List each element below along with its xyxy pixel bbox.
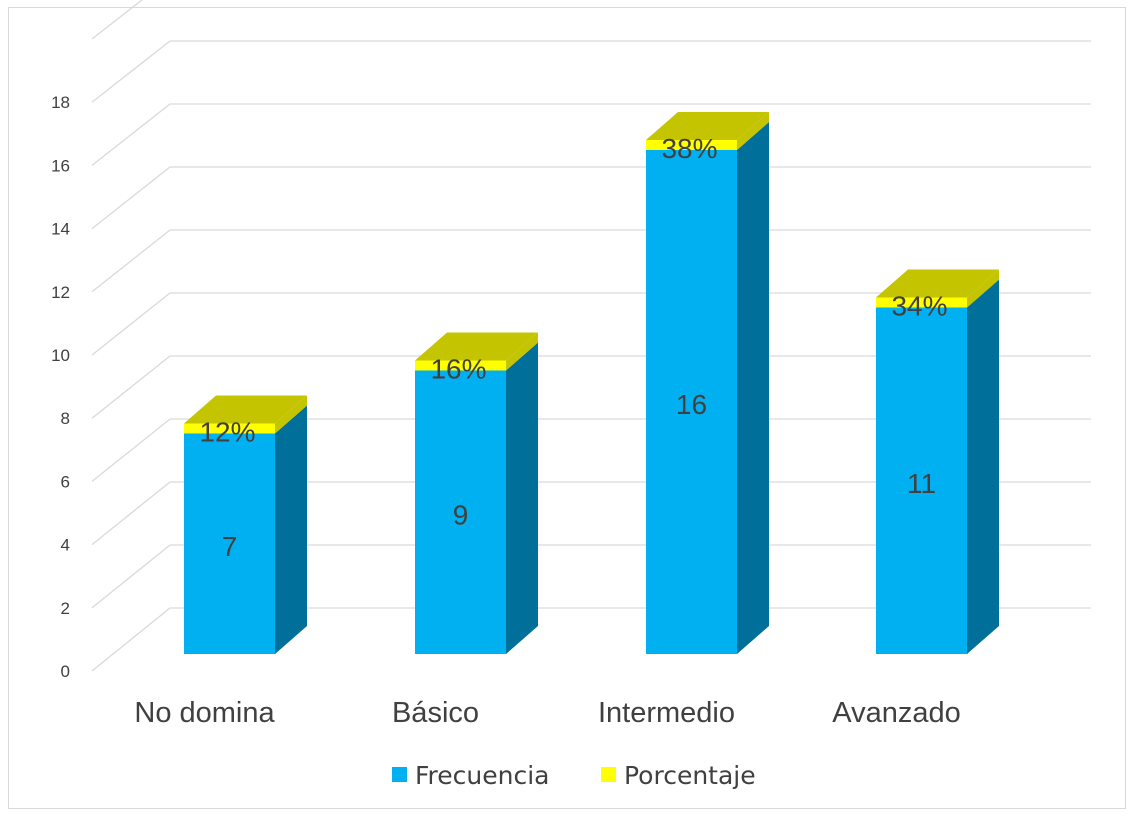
bar-porcentaje-side	[275, 395, 307, 434]
y-tick-label: 4	[61, 536, 70, 555]
bar-porcentaje-side	[967, 269, 999, 308]
legend-swatch-porcentaje	[601, 767, 616, 782]
legend-label-porcentaje: Porcentaje	[624, 761, 756, 790]
x-axis: No domina Básico Intermedio Avanzado	[134, 697, 960, 729]
y-tick-label: 18	[51, 93, 70, 112]
y-tick-label: 10	[51, 346, 70, 365]
y-tick-label: 6	[61, 472, 70, 491]
bar-frecuencia	[876, 307, 967, 654]
data-label-frecuencia: 16	[676, 389, 707, 420]
y-tick-label: 16	[51, 156, 70, 175]
x-tick-label: No domina	[134, 697, 275, 729]
x-tick-label: Básico	[392, 697, 479, 729]
bar-frecuencia	[415, 370, 506, 654]
bar-group: 16 38%	[646, 112, 769, 654]
data-label-porcentaje: 34%	[891, 291, 947, 322]
bar-porcentaje-top	[415, 332, 538, 361]
bar-porcentaje	[646, 140, 737, 150]
gridline-side	[91, 292, 171, 356]
bar-group: 11 34%	[876, 269, 999, 654]
y-tick-label: 14	[51, 220, 70, 239]
gridline-side	[91, 481, 171, 546]
gridline-side	[91, 103, 171, 166]
bar-porcentaje-top	[184, 395, 307, 424]
bar-frecuencia-side	[967, 279, 999, 654]
bar-porcentaje-top	[646, 112, 769, 140]
gridline-side	[91, 355, 171, 419]
gridline-side	[91, 607, 171, 672]
bar-porcentaje-side	[506, 332, 538, 371]
gridline-side	[91, 544, 171, 609]
bar-porcentaje-top	[876, 269, 999, 298]
bar-porcentaje	[184, 423, 275, 434]
gridline-side	[91, 229, 171, 293]
data-label-porcentaje: 16%	[430, 354, 486, 385]
legend: Frecuencia Porcentaje	[392, 761, 756, 790]
x-tick-label: Intermedio	[598, 697, 735, 729]
data-label-frecuencia: 9	[453, 499, 469, 530]
legend-label-frecuencia: Frecuencia	[415, 761, 550, 790]
gridline-side	[91, 0, 143, 40]
y-tick-label: 12	[51, 283, 70, 302]
data-label-porcentaje: 12%	[199, 417, 255, 448]
bar-porcentaje	[876, 297, 967, 308]
y-tick-label: 8	[61, 409, 70, 428]
bar-frecuencia	[184, 433, 275, 654]
bar-porcentaje	[415, 360, 506, 371]
legend-swatch-frecuencia	[392, 767, 407, 782]
data-label-porcentaje: 38%	[661, 133, 717, 164]
y-tick-label: 2	[61, 599, 70, 618]
gridline-side	[91, 166, 171, 230]
gridline-side	[91, 40, 171, 103]
data-label-frecuencia: 7	[222, 531, 238, 562]
bar-frecuencia-side	[275, 405, 307, 654]
bar-porcentaje-side	[737, 112, 769, 150]
y-tick-label: 0	[61, 662, 70, 681]
data-label-frecuencia: 11	[907, 468, 936, 499]
y-axis: 0 2 4 6 8 10 12 14 16 18	[51, 93, 70, 681]
x-tick-label: Avanzado	[832, 697, 960, 729]
bars: 7 12% 9 16% 16 38% 11 34%	[184, 112, 999, 654]
bar-group: 7 12%	[184, 395, 307, 654]
bar-frecuencia	[646, 150, 737, 654]
bar-frecuencia-side	[506, 342, 538, 654]
bar-group: 9 16%	[415, 332, 538, 654]
bar-frecuencia-side	[737, 122, 769, 654]
gridline-side	[91, 418, 171, 482]
